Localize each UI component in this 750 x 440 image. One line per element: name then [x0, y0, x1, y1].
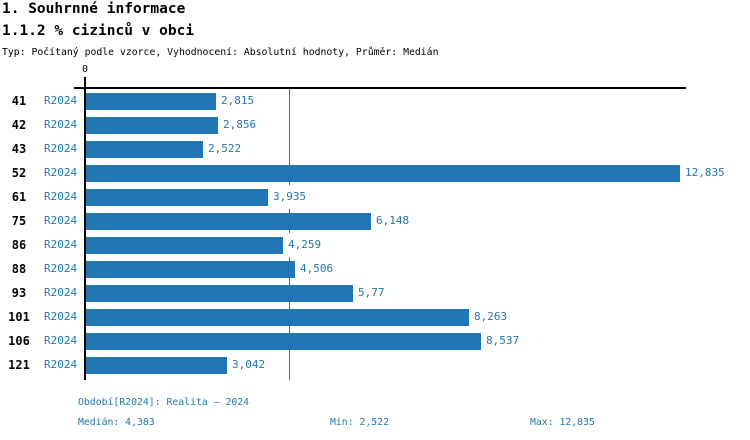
chart-row: 106 R2024 8,537	[0, 329, 750, 353]
category-label: 61	[11, 190, 27, 204]
chart-row: 42 R2024 2,856	[0, 113, 750, 137]
value-bar	[86, 117, 218, 134]
y-axis-line	[84, 77, 86, 380]
series-label: R2024	[44, 190, 78, 203]
value-label: 3,042	[231, 353, 267, 377]
value-bar	[86, 309, 469, 326]
series-label: R2024	[44, 262, 78, 275]
value-label: 6,148	[375, 209, 411, 233]
value-label: 8,263	[473, 305, 509, 329]
series-label: R2024	[44, 310, 78, 323]
value-label: 12,835	[684, 161, 726, 185]
category-label: 43	[11, 142, 27, 156]
series-label: R2024	[44, 358, 78, 371]
series-label: R2024	[44, 334, 78, 347]
value-bar	[86, 285, 353, 302]
category-label: 41	[11, 94, 27, 108]
chart-row: 101 R2024 8,263	[0, 305, 750, 329]
value-bar	[86, 261, 295, 278]
category-label: 52	[11, 166, 27, 180]
category-label: 88	[11, 262, 27, 276]
x-axis-zero-label: 0	[81, 64, 89, 75]
chart-row: 93 R2024 5,77	[0, 281, 750, 305]
footer-period: Období[R2024]: Realita – 2024	[78, 397, 250, 408]
chart-row: 41 R2024 2,815	[0, 89, 750, 113]
series-label: R2024	[44, 286, 78, 299]
series-label: R2024	[44, 238, 78, 251]
value-bar	[86, 141, 203, 158]
footer-min: Min: 2,522	[330, 417, 389, 428]
value-label: 2,522	[207, 137, 243, 161]
chart-row: 121 R2024 3,042	[0, 353, 750, 377]
category-label: 101	[8, 310, 30, 324]
footer-median: Medián: 4,383	[78, 417, 155, 428]
category-label: 106	[8, 334, 30, 348]
chart-row: 75 R2024 6,148	[0, 209, 750, 233]
value-label: 8,537	[485, 329, 521, 353]
value-bar	[86, 333, 481, 350]
report-title: 1. Souhrnné informace	[2, 1, 186, 17]
value-bar	[86, 93, 216, 110]
indicator-meta: Typ: Počítaný podle vzorce, Vyhodnocení:…	[2, 47, 439, 58]
category-label: 86	[11, 238, 27, 252]
category-label: 42	[11, 118, 27, 132]
x-axis-line	[74, 87, 686, 89]
indicator-title: 1.1.2 % cizinců v obci	[2, 23, 195, 39]
value-bar	[86, 189, 268, 206]
chart-row: 52 R2024 12,835	[0, 161, 750, 185]
value-bar	[86, 213, 371, 230]
category-label: 93	[11, 286, 27, 300]
category-label: 75	[11, 214, 27, 228]
value-bar	[86, 357, 227, 374]
value-bar	[86, 237, 283, 254]
chart-row: 86 R2024 4,259	[0, 233, 750, 257]
chart-row: 61 R2024 3,935	[0, 185, 750, 209]
series-label: R2024	[44, 214, 78, 227]
chart-row: 88 R2024 4,506	[0, 257, 750, 281]
series-label: R2024	[44, 142, 78, 155]
chart-row: 43 R2024 2,522	[0, 137, 750, 161]
value-label: 4,259	[287, 233, 323, 257]
value-label: 3,935	[272, 185, 308, 209]
footer-max: Max: 12,835	[530, 417, 595, 428]
series-label: R2024	[44, 94, 78, 107]
value-label: 2,815	[220, 89, 256, 113]
value-label: 2,856	[222, 113, 258, 137]
value-bar	[86, 165, 680, 182]
value-label: 5,77	[357, 281, 386, 305]
category-label: 121	[8, 358, 30, 372]
series-label: R2024	[44, 118, 78, 131]
value-label: 4,506	[299, 257, 335, 281]
series-label: R2024	[44, 166, 78, 179]
